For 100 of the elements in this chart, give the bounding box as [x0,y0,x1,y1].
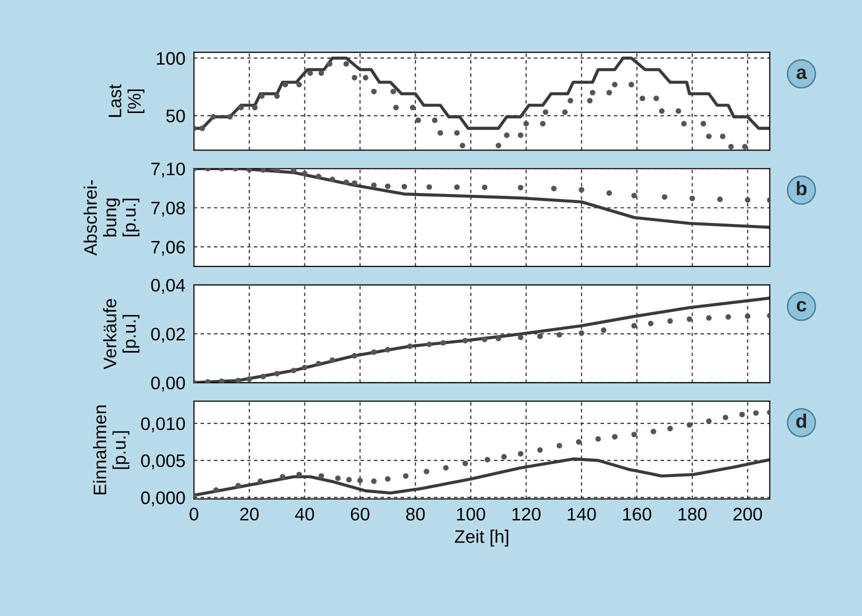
point [258,93,265,99]
y-tick-label: 7,08 [151,202,185,217]
point [454,130,460,136]
point [352,180,358,186]
y-tick-label: 0,02 [151,328,185,343]
y-tick-label: 0,04 [151,278,186,294]
text: d [796,414,806,428]
text: b [796,181,807,196]
point [218,378,224,383]
point [274,93,280,99]
point [742,144,748,150]
point [587,98,593,104]
point [330,357,336,363]
point [199,126,206,132]
point [728,144,734,150]
point [501,454,507,460]
point [371,88,377,94]
point [753,410,759,416]
point [744,313,750,319]
point [523,120,529,126]
point [706,134,712,140]
point [551,186,557,192]
point [496,142,502,148]
point [725,314,732,320]
x-tick-label: 40 [295,508,314,521]
x-tick-label: 140 [568,508,596,521]
point [482,184,488,190]
point [432,117,438,124]
point [578,186,584,193]
point [440,340,446,346]
point [302,364,308,370]
point [246,376,252,382]
point [296,82,302,88]
point [330,176,336,182]
point [371,349,377,355]
point [318,70,324,76]
x-tick-label: 200 [733,508,762,521]
point [335,475,341,481]
y-tick-label: 0,005 [141,454,185,470]
point [631,432,637,438]
point [631,322,637,329]
point [316,360,322,366]
point [744,197,750,203]
point [518,334,524,340]
point [462,460,468,466]
point [717,196,723,202]
point [556,442,562,448]
point [426,184,432,190]
point [640,96,646,102]
x-tick-label: 100 [457,508,486,521]
point [518,132,524,138]
point [424,468,430,474]
point [393,104,399,110]
point [653,96,660,102]
point [415,117,421,124]
point [371,182,377,188]
point [484,456,490,462]
point [739,412,745,418]
point [343,61,349,67]
point [352,74,358,80]
x-tick-label: 180 [678,508,707,521]
y-tick-label: 0,00 [151,376,185,392]
point [274,168,280,174]
point [352,353,358,359]
x-tick-label: 60 [350,508,370,521]
point [235,482,242,488]
point [537,333,543,340]
point [606,90,612,96]
point [676,108,682,114]
y-tick-label: 50 [166,110,185,122]
point [556,332,562,338]
point [595,436,601,442]
point [590,90,596,96]
point [260,168,266,173]
point [343,180,349,186]
point [720,134,726,140]
point [384,476,391,482]
point [482,336,488,342]
point [537,447,543,453]
point [706,315,712,321]
point [686,316,692,322]
point [390,88,396,94]
point [600,327,606,333]
point [659,108,665,114]
point [518,450,524,457]
point [384,346,391,352]
y-axis-title: Einnahmen [p.u.] [93,406,130,494]
point [290,168,296,174]
point [302,170,308,176]
point [307,70,313,76]
point [296,472,302,478]
point [357,478,363,484]
x-axis-title: Zeit [h] [454,530,508,547]
point [402,184,408,190]
point [518,184,524,190]
x-tick-label: 160 [623,508,652,521]
point [410,104,416,110]
point [460,142,466,148]
point [235,378,242,383]
x-tick-label: 80 [406,508,425,521]
